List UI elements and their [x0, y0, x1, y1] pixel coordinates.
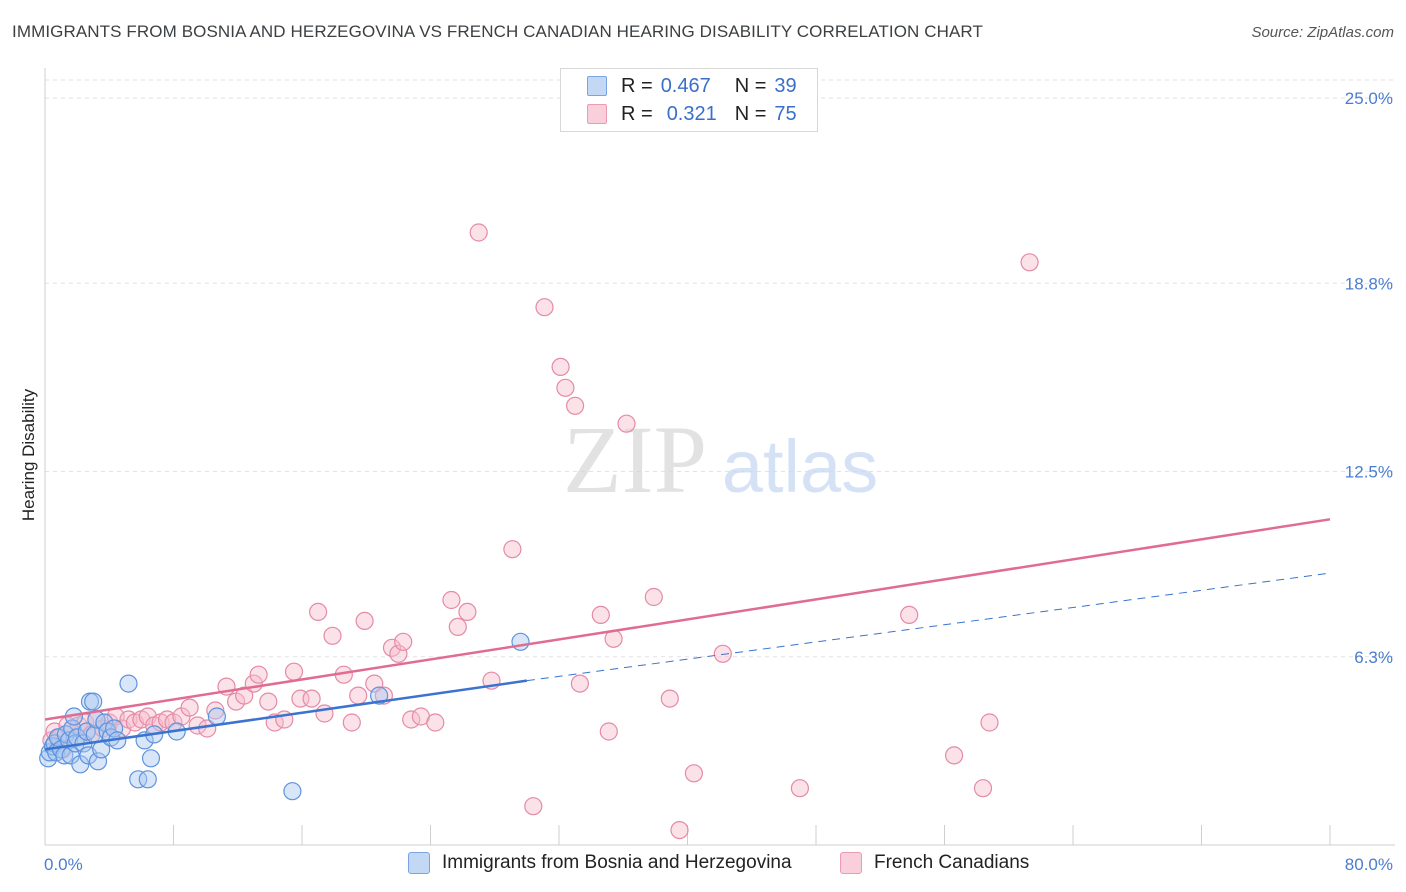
data-point-french-canadians: [342, 713, 361, 732]
watermark-atlas: atlas: [722, 425, 878, 508]
data-point-french-canadians: [180, 698, 199, 717]
stats-legend: R = 0.467 N = 39 R = 0.321 N = 75: [560, 68, 818, 132]
legend-row-blue: R = 0.467 N = 39: [587, 73, 797, 99]
data-point-french-canadians: [551, 357, 570, 376]
data-point-french-canadians: [309, 602, 328, 622]
data-point-french-canadians: [284, 662, 304, 681]
trend-line-bosnia-projection: [526, 572, 1331, 682]
data-point-french-canadians: [235, 686, 254, 705]
data-point-french-canadians: [713, 644, 732, 663]
data-point-french-canadians: [458, 602, 477, 622]
legend-swatch-pink: [587, 104, 607, 124]
y-tick-label: 25.0%: [1345, 89, 1393, 108]
data-point-bosnia: [138, 770, 157, 789]
data-point-french-canadians: [302, 689, 321, 708]
legend-item-french-canadians: French Canadians: [840, 852, 1029, 874]
grid-layer: [45, 79, 1395, 658]
legend-r-label: R =: [621, 102, 653, 125]
data-point-bosnia: [88, 752, 108, 771]
legend-r-value: 0.467: [660, 74, 711, 97]
axis-layer: [44, 68, 1395, 846]
legend-row-pink: R = 0.321 N = 75: [587, 101, 797, 127]
data-point-french-canadians: [249, 665, 268, 684]
trend-layer: [44, 518, 1331, 751]
data-point-french-canadians: [973, 779, 993, 798]
x-tick-label-min: 0.0%: [44, 855, 83, 874]
data-point-french-canadians: [442, 590, 461, 610]
data-point-french-canadians: [599, 722, 618, 741]
data-point-french-canadians: [355, 611, 374, 631]
y-tick-label: 18.8%: [1345, 274, 1393, 293]
data-point-french-canadians: [660, 689, 679, 708]
source-credit: Source: ZipAtlas.com: [1251, 24, 1394, 41]
y-tick-label: 6.3%: [1354, 648, 1393, 667]
data-point-bosnia: [511, 632, 530, 651]
data-point-french-canadians: [644, 587, 663, 607]
data-point-french-canadians: [323, 626, 342, 645]
data-point-bosnia: [84, 692, 103, 711]
data-point-bosnia: [119, 674, 138, 693]
data-point-bosnia: [129, 770, 148, 789]
legend-swatch-french-canadians: [840, 852, 862, 874]
data-point-bosnia: [207, 707, 226, 726]
chart-title: IMMIGRANTS FROM BOSNIA AND HERZEGOVINA V…: [12, 22, 983, 41]
data-point-bosnia: [141, 749, 161, 768]
data-point-french-canadians: [980, 713, 999, 732]
y-axis-label: Hearing Disability: [19, 388, 38, 521]
legend-r-label: R =: [621, 74, 653, 97]
legend-item-bosnia: Immigrants from Bosnia and Herzegovina: [408, 852, 792, 874]
x-tick-label-max: 80.0%: [1345, 855, 1393, 874]
data-point-french-canadians: [394, 632, 413, 651]
data-point-french-canadians: [259, 692, 278, 711]
series-french-canadians: [42, 223, 1039, 840]
data-point-bosnia: [283, 782, 302, 801]
legend-n-label: N =: [734, 74, 767, 97]
data-point-bosnia: [104, 719, 124, 738]
legend-swatch-blue: [587, 76, 607, 96]
data-point-french-canadians: [349, 686, 368, 705]
data-point-bosnia: [370, 686, 389, 705]
legend-n-value: 39: [774, 74, 797, 97]
data-point-french-canadians: [591, 605, 610, 625]
data-point-french-canadians: [1020, 253, 1039, 272]
data-point-french-canadians: [389, 644, 408, 663]
trend-line-bosnia: [44, 679, 528, 751]
data-point-french-canadians: [570, 674, 590, 693]
legend-label-bosnia: Immigrants from Bosnia and Herzegovina: [442, 852, 792, 873]
data-point-french-canadians: [900, 605, 919, 625]
legend-n-label: N =: [734, 102, 767, 125]
legend-r-value: 0.321: [666, 102, 717, 125]
data-point-french-canadians: [365, 674, 384, 693]
data-point-french-canadians: [469, 223, 488, 242]
data-point-french-canadians: [565, 396, 585, 415]
data-point-french-canadians: [670, 820, 689, 840]
data-point-french-canadians: [524, 797, 543, 816]
data-point-french-canadians: [426, 713, 445, 732]
data-point-french-canadians: [535, 298, 554, 317]
trend-line-french-canadians: [44, 518, 1331, 721]
data-point-french-canadians: [206, 701, 225, 720]
y-tick-label: 12.5%: [1345, 463, 1393, 482]
tick-layer: 6.3% 12.5% 18.8% 25.0% 0.0% 80.0%: [44, 89, 1393, 874]
legend-label-french-canadians: French Canadians: [874, 852, 1030, 873]
data-point-french-canadians: [556, 378, 575, 397]
data-point-french-canadians: [790, 779, 810, 798]
legend-n-value: 75: [774, 102, 797, 125]
legend-swatch-bosnia: [408, 852, 430, 874]
data-point-french-canadians: [503, 540, 522, 559]
data-point-french-canadians: [684, 764, 704, 783]
data-point-french-canadians: [448, 617, 467, 637]
data-point-french-canadians: [617, 414, 636, 433]
data-point-french-canadians: [944, 746, 964, 765]
